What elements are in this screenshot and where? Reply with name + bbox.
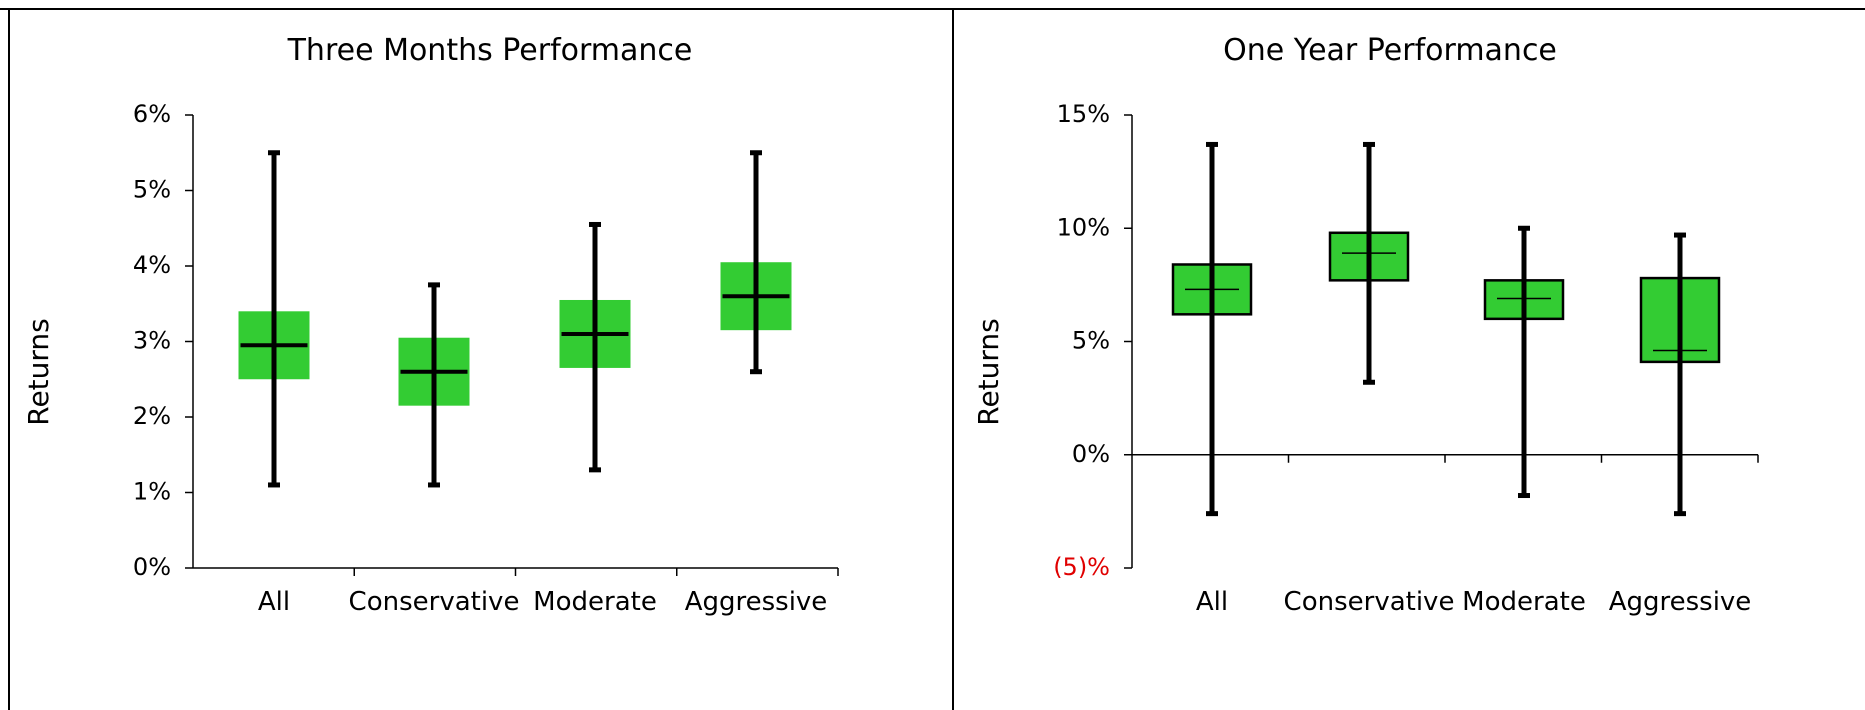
x-category-label: Aggressive — [685, 587, 828, 617]
x-category-label: Moderate — [1462, 587, 1586, 617]
x-category-label: All — [258, 587, 290, 617]
y-tick-label: 4% — [133, 251, 171, 279]
panel-divider — [952, 8, 954, 710]
box-all — [1171, 141, 1253, 517]
box-aggressive — [1639, 232, 1721, 517]
y-tick-label: 15% — [1057, 100, 1110, 128]
x-category-label: Conservative — [349, 587, 520, 617]
y-axis-label: Returns — [972, 318, 1005, 426]
three-months-chart: Three Months Performance Returns 0% 1% 2% 3… — [22, 33, 839, 617]
chart-title: One Year Performance — [1223, 33, 1557, 68]
y-tick-label: 0% — [133, 553, 171, 581]
y-tick-label: (5)% — [1053, 553, 1110, 581]
box-moderate — [1483, 225, 1565, 499]
x-category-label: Conservative — [1284, 587, 1455, 617]
box-conservative — [1328, 141, 1410, 385]
one-year-chart: One Year Performance Returns (5)% 0% 5% 10%… — [972, 33, 1759, 617]
y-tick-label: 5% — [133, 176, 171, 204]
three-months-chart-panel: Three Months Performance Returns 0% 1% 2% 3… — [22, 33, 839, 617]
y-tick-label: 6% — [133, 100, 171, 128]
x-category-label: Moderate — [533, 587, 657, 617]
y-axis-label: Returns — [22, 318, 55, 426]
y-tick-label: 2% — [133, 402, 171, 430]
frame-top-border — [0, 8, 1865, 10]
frame-left-border — [8, 8, 10, 710]
box-aggressive — [720, 150, 792, 375]
one-year-chart-panel: One Year Performance Returns (5)% 0% 5% 10%… — [952, 0, 1865, 710]
box-all — [238, 150, 310, 488]
y-tick-label: 10% — [1057, 213, 1110, 241]
box-conservative — [398, 282, 470, 488]
y-tick-label: 1% — [133, 478, 171, 506]
x-category-label: All — [1196, 587, 1228, 617]
y-tick-label: 3% — [133, 327, 171, 355]
y-tick-label: 5% — [1072, 327, 1110, 355]
chart-title: Three Months Performance — [287, 33, 693, 68]
x-category-label: Aggressive — [1609, 587, 1752, 617]
box-moderate — [559, 221, 631, 473]
y-tick-label: 0% — [1072, 440, 1110, 468]
